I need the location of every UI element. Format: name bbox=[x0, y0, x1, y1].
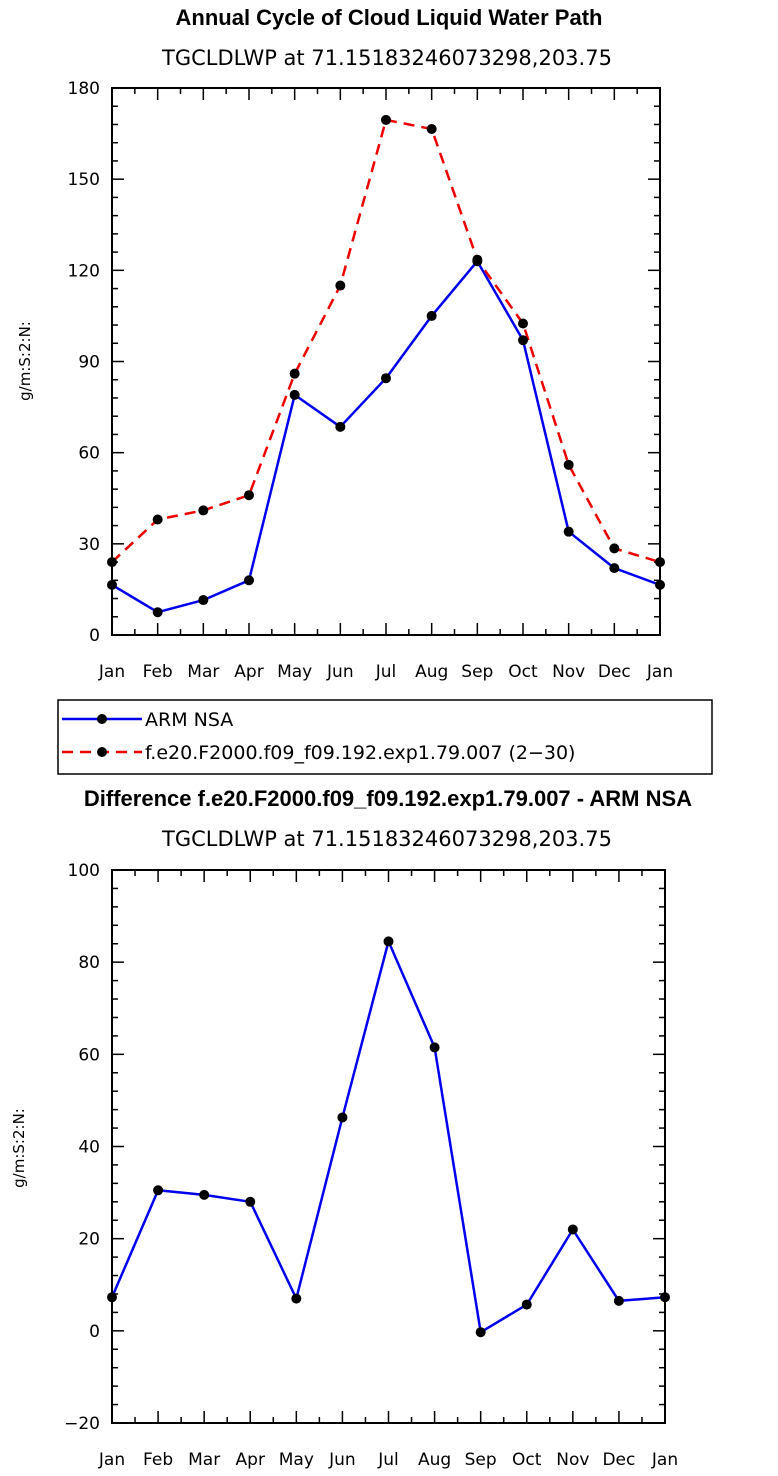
y-tick-label: 60 bbox=[78, 444, 100, 464]
series-0-point bbox=[567, 1224, 578, 1235]
series-0-point bbox=[655, 579, 665, 590]
x-tick-label: May bbox=[279, 1450, 314, 1470]
series-0-point bbox=[383, 936, 394, 947]
series-0-point bbox=[335, 421, 346, 432]
series-0-point bbox=[198, 595, 209, 606]
series-1-point bbox=[289, 368, 300, 379]
series-0-point bbox=[426, 310, 437, 321]
series-0-point bbox=[199, 1189, 210, 1200]
series-1-point bbox=[244, 490, 254, 501]
chart-subtitle: TGCLDLWP at 71.15183246073298,203.75 bbox=[161, 46, 612, 70]
chart-title: Annual Cycle of Cloud Liquid Water Path bbox=[176, 5, 603, 30]
series-0-point bbox=[244, 575, 254, 586]
x-tick-label: May bbox=[277, 662, 312, 682]
series-0-point bbox=[475, 1327, 486, 1338]
x-tick-label: Jan bbox=[98, 1450, 125, 1470]
x-tick-label: Mar bbox=[187, 662, 219, 682]
x-tick-label: Feb bbox=[143, 1450, 173, 1470]
y-tick-label: 60 bbox=[78, 1045, 100, 1065]
x-tick-label: Aug bbox=[418, 1450, 451, 1470]
series-1-point bbox=[335, 280, 346, 291]
series-line-0 bbox=[110, 940, 666, 1334]
series-0-point bbox=[521, 1299, 532, 1310]
x-tick-label: Sep bbox=[461, 662, 493, 682]
series-1-point bbox=[426, 124, 437, 135]
y-tick-label: 180 bbox=[68, 79, 100, 99]
series-0-point bbox=[245, 1196, 256, 1207]
series-0-point bbox=[429, 1042, 440, 1053]
series-0-point bbox=[337, 1112, 348, 1123]
y-axis-label: g/m:S:2:N: bbox=[10, 1108, 28, 1188]
x-tick-label: Nov bbox=[552, 662, 585, 682]
series-0-point bbox=[153, 1185, 164, 1196]
y-tick-label: 90 bbox=[78, 353, 100, 373]
x-tick-label: Aug bbox=[415, 662, 448, 682]
x-tick-label: Mar bbox=[188, 1450, 220, 1470]
x-tick-label: Jan bbox=[98, 662, 125, 682]
y-axis-label: g/m:S:2:N: bbox=[16, 321, 34, 401]
series-1-point bbox=[563, 459, 574, 470]
series-0-point bbox=[563, 526, 574, 537]
difference-chart: Difference f.e20.F2000.f09_f09.192.exp1.… bbox=[10, 786, 692, 1470]
series-0-point bbox=[609, 563, 620, 574]
series-0-point bbox=[289, 389, 300, 400]
series-1-point bbox=[472, 254, 483, 265]
x-tick-label: Jan bbox=[646, 662, 673, 682]
x-tick-label: Jul bbox=[375, 662, 397, 682]
series-1-point bbox=[518, 318, 528, 329]
x-tick-label: Sep bbox=[465, 1450, 497, 1470]
series-1-point bbox=[609, 543, 620, 554]
legend-box bbox=[57, 699, 713, 775]
series-0-point bbox=[291, 1293, 302, 1304]
y-tick-label: 80 bbox=[78, 953, 100, 973]
series-0-point bbox=[152, 607, 163, 618]
legend-model-label: f.e20.F2000.f09_f09.192.exp1.79.007 (2−3… bbox=[145, 742, 575, 764]
plot-frame bbox=[111, 87, 661, 636]
y-tick-label: 20 bbox=[78, 1230, 100, 1250]
x-tick-label: Oct bbox=[512, 1450, 542, 1470]
x-tick-label: Jul bbox=[377, 1450, 399, 1470]
series-0-point bbox=[613, 1295, 624, 1306]
series-0-point bbox=[381, 373, 391, 384]
series-1-point bbox=[381, 114, 391, 125]
series-1-point bbox=[198, 505, 209, 516]
y-tick-label: 150 bbox=[68, 170, 100, 190]
series-0-point bbox=[660, 1292, 670, 1303]
chart-title: Difference f.e20.F2000.f09_f09.192.exp1.… bbox=[84, 786, 692, 811]
series-1-point bbox=[107, 557, 117, 568]
legend-model-marker bbox=[97, 747, 107, 757]
y-tick-label: 40 bbox=[78, 1138, 100, 1158]
series-0-point bbox=[107, 579, 117, 590]
series-1-point bbox=[655, 557, 665, 568]
x-tick-label: Dec bbox=[602, 1450, 635, 1470]
x-tick-label: Jun bbox=[326, 662, 354, 682]
series-0-point bbox=[518, 335, 528, 346]
annual-cycle-chart: Annual Cycle of Cloud Liquid Water Path … bbox=[16, 5, 673, 682]
series-line-1 bbox=[111, 118, 661, 564]
y-tick-label: 0 bbox=[89, 626, 100, 646]
y-tick-label: 100 bbox=[68, 861, 100, 881]
x-tick-label: Apr bbox=[236, 1450, 265, 1470]
y-tick-label: 0 bbox=[89, 1322, 100, 1342]
x-tick-label: Oct bbox=[508, 662, 538, 682]
x-tick-label: Dec bbox=[598, 662, 631, 682]
plot-frame bbox=[111, 869, 666, 1424]
legend-arm-marker bbox=[97, 714, 107, 724]
series-0-point bbox=[107, 1292, 117, 1303]
x-tick-label: Jan bbox=[651, 1450, 678, 1470]
x-tick-label: Apr bbox=[234, 662, 263, 682]
legend: ARM NSA f.e20.F2000.f09_f09.192.exp1.79.… bbox=[57, 699, 713, 775]
series-line-0 bbox=[111, 259, 661, 614]
legend-arm-label: ARM NSA bbox=[145, 709, 233, 731]
y-tick-label: −20 bbox=[64, 1414, 100, 1434]
x-tick-label: Nov bbox=[556, 1450, 589, 1470]
series-1-point bbox=[152, 514, 163, 525]
y-tick-label: 30 bbox=[78, 535, 100, 555]
chart-subtitle: TGCLDLWP at 71.15183246073298,203.75 bbox=[161, 827, 612, 851]
x-tick-label: Jun bbox=[328, 1450, 356, 1470]
y-tick-label: 120 bbox=[68, 261, 100, 281]
x-tick-label: Feb bbox=[143, 662, 173, 682]
